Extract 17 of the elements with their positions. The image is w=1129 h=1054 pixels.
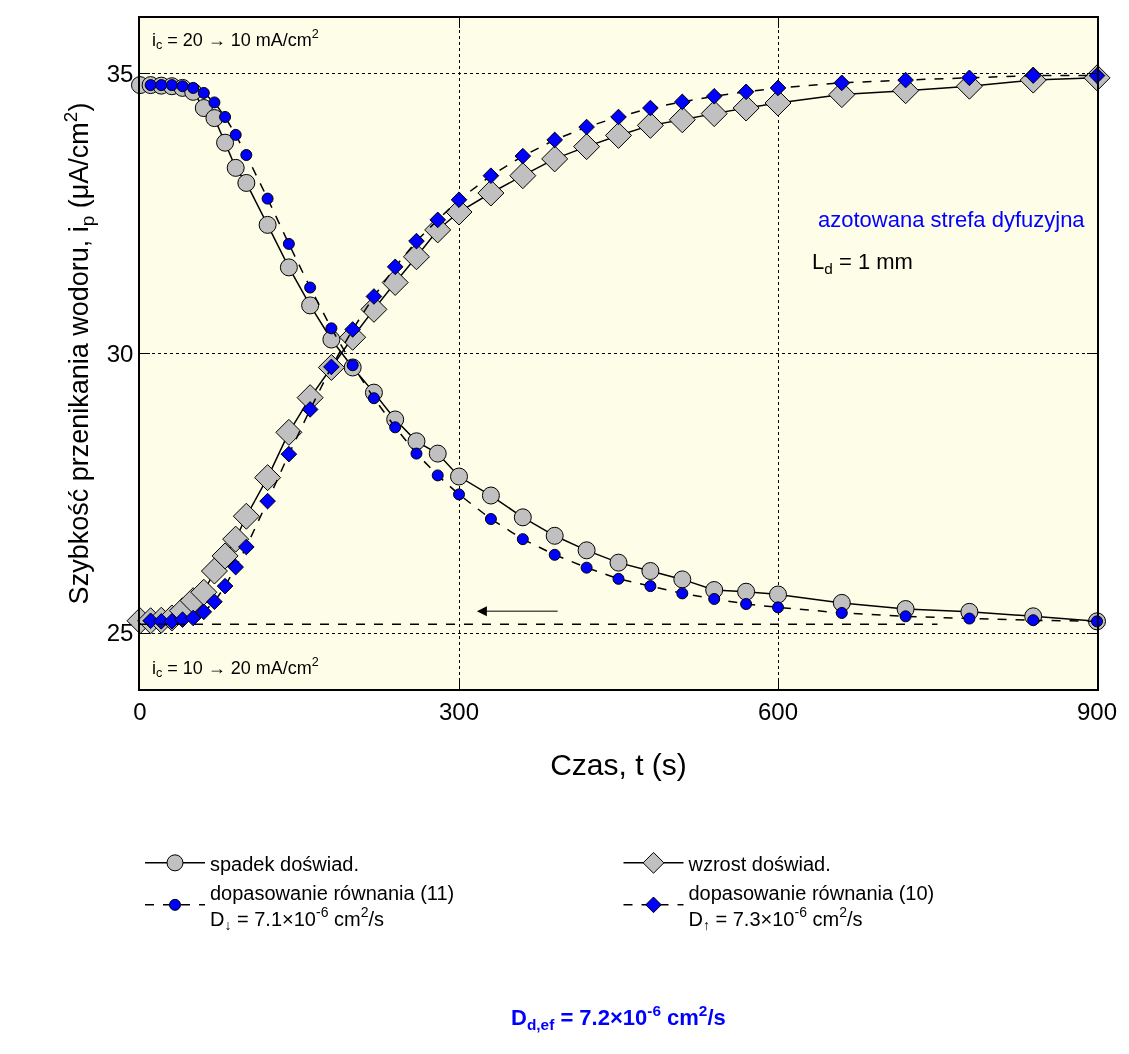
annotation: L$_{d}$ = 1 mm: [812, 249, 913, 277]
x-tick-label: 0: [133, 697, 147, 725]
legend-label: wzrost doświad.: [687, 852, 831, 875]
y-tick-label: 35: [106, 60, 134, 88]
legend-label: dopasowanie równania (10) D$_{↑}$ = 7.3×10$^{-6}$ cm$^{2}$/s: [688, 881, 935, 933]
text: D$_{d,ef}$ = 7.2×10$^{-6}$ cm$^{2}$/s: [511, 1002, 726, 1033]
y-tick-label: 25: [106, 619, 134, 647]
annotation: i$_{c}$ = 20 → 10 mA/cm$^{2}$: [152, 27, 319, 53]
x-tick-label: 600: [757, 697, 799, 725]
legend-label: spadek doświad.: [210, 852, 359, 875]
annotation: azotowana strefa dyfuzyjna: [818, 207, 1086, 232]
y-tick-label: 30: [106, 339, 134, 367]
x-tick-label: 300: [438, 697, 480, 725]
legend-label: dopasowanie równania (11) D$_{↓}$ = 7.1×10$^{-6}$ cm$^{2}$/s: [210, 881, 455, 933]
x-axis-title: Czas, t (s): [550, 747, 687, 781]
x-tick-label: 900: [1076, 697, 1118, 725]
annotation: i$_{c}$ = 10 → 20 mA/cm$^{2}$: [152, 655, 319, 681]
